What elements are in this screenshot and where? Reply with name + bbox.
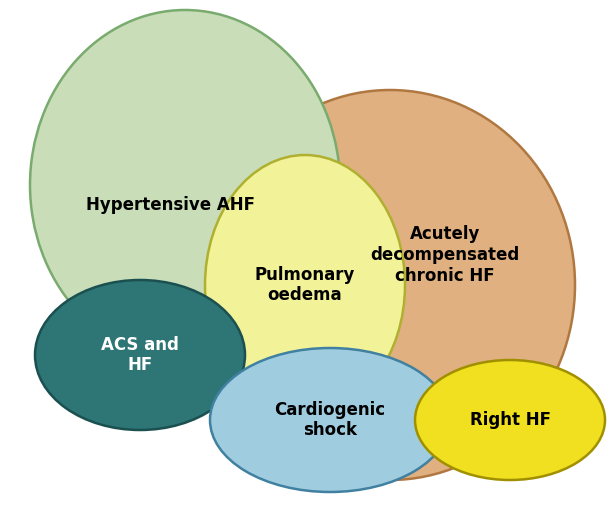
Text: Right HF: Right HF: [469, 411, 550, 429]
Ellipse shape: [205, 155, 405, 415]
Ellipse shape: [35, 280, 245, 430]
Ellipse shape: [30, 10, 340, 360]
Text: Acutely
decompensated
chronic HF: Acutely decompensated chronic HF: [370, 225, 520, 285]
Text: Pulmonary
oedema: Pulmonary oedema: [255, 266, 355, 305]
Ellipse shape: [210, 348, 450, 492]
Ellipse shape: [205, 90, 575, 480]
Ellipse shape: [415, 360, 605, 480]
Text: ACS and
HF: ACS and HF: [101, 336, 179, 374]
Text: Hypertensive AHF: Hypertensive AHF: [85, 196, 255, 214]
Text: Cardiogenic
shock: Cardiogenic shock: [274, 400, 386, 439]
